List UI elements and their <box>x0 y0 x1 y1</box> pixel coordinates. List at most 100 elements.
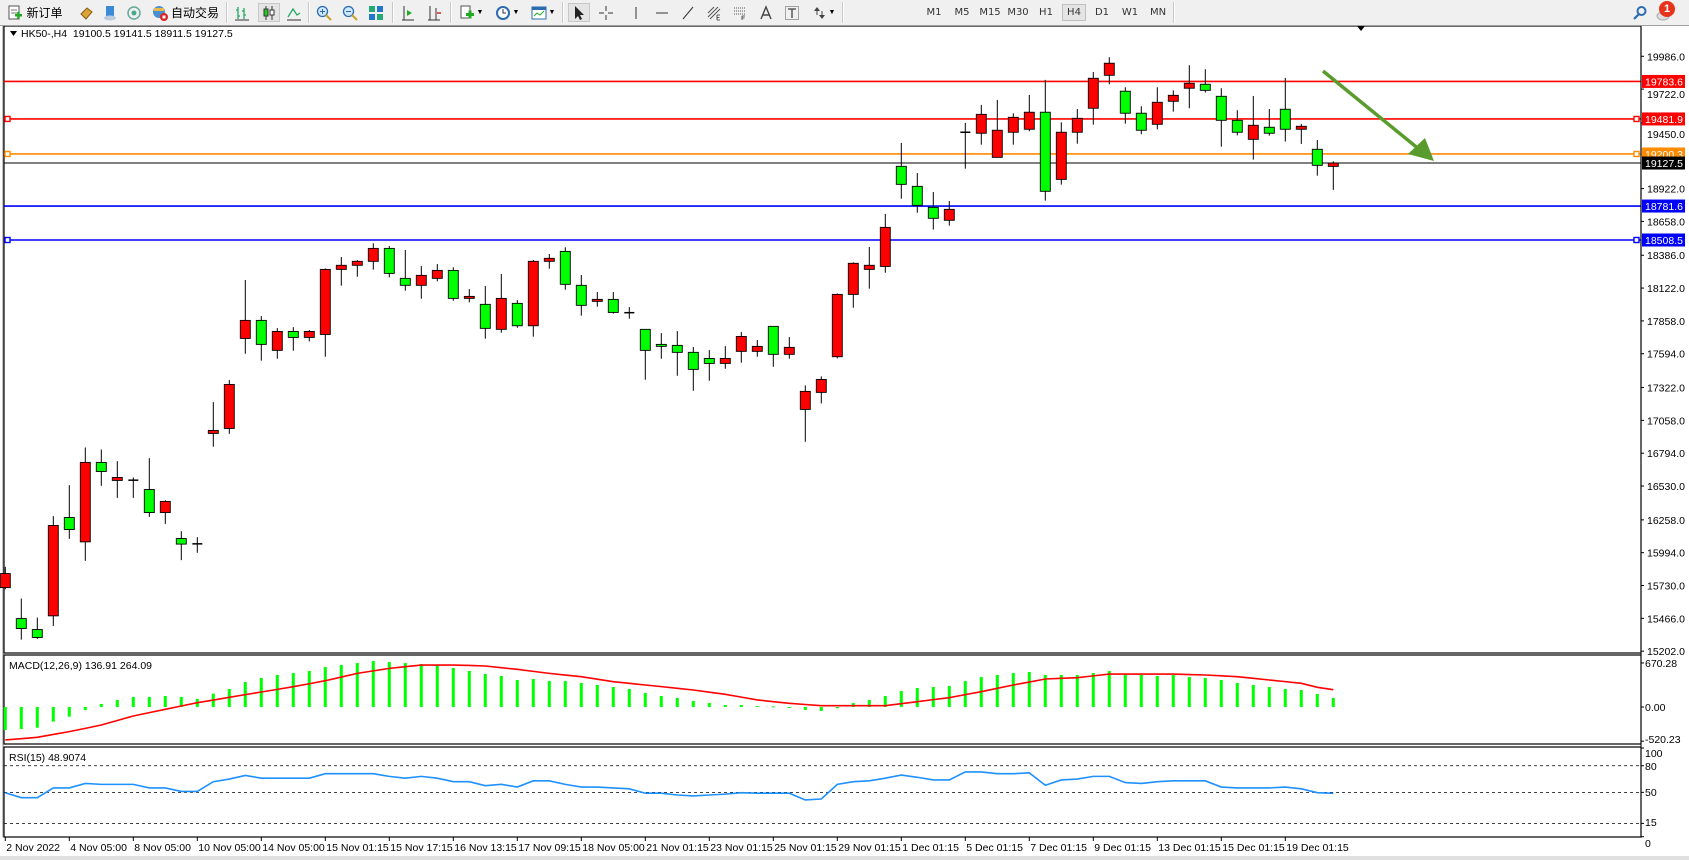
candle <box>367 243 379 270</box>
candle-body-up <box>271 331 283 351</box>
candle-body-up <box>47 524 59 617</box>
horizontal-levels[interactable] <box>4 80 1641 244</box>
candle-body-up <box>239 319 251 339</box>
candle-body-up <box>415 274 427 286</box>
tile-windows-button[interactable] <box>366 3 386 22</box>
time-tick-label: 2 Nov 2022 <box>6 842 60 854</box>
macd-histogram-bar <box>355 663 359 707</box>
candle <box>1311 139 1323 176</box>
candle <box>31 617 43 639</box>
toolbar-separator <box>392 2 394 23</box>
templates-button[interactable]: ▼ <box>528 3 558 22</box>
trend-arrow-shaft[interactable] <box>1321 69 1422 152</box>
macd-pane-frame <box>3 654 1642 745</box>
bar-chart-button[interactable] <box>232 3 252 22</box>
zoom-out-button[interactable] <box>340 3 360 22</box>
timeframe-m5[interactable]: M5 <box>954 7 970 18</box>
arrows-button[interactable]: ▼ <box>808 3 838 22</box>
periods-button[interactable]: ▼ <box>492 3 522 22</box>
candlestick-button[interactable] <box>258 3 280 22</box>
candle-body-down <box>479 303 491 329</box>
zoom-in-button[interactable] <box>314 3 334 22</box>
level-handle-left[interactable] <box>4 115 11 123</box>
macd-tick-label: 0.00 <box>1645 702 1666 714</box>
fibo-fan-button[interactable] <box>730 3 750 22</box>
candle-body-up <box>719 357 731 364</box>
candle-body-up <box>303 331 315 338</box>
timeframe-mn[interactable]: MN <box>1149 7 1167 18</box>
candle <box>1279 77 1291 142</box>
candle-body-down <box>655 343 667 347</box>
candle <box>95 449 107 486</box>
bar-chart-icon <box>235 6 249 20</box>
candle-body-down <box>143 489 155 513</box>
timeframe-w1[interactable]: W1 <box>1121 7 1139 18</box>
time-tick-label: 17 Nov 09:15 <box>518 842 581 854</box>
candle <box>1183 65 1195 109</box>
candle-body-up <box>863 264 875 270</box>
auto-trading-button[interactable]: 自动交易 <box>150 3 220 22</box>
market-watch-button[interactable] <box>76 3 96 22</box>
macd-tick-label: -520.23 <box>1645 734 1681 746</box>
timeframe-d1[interactable]: D1 <box>1094 7 1110 18</box>
rsi-tick-label: 0 <box>1645 838 1651 850</box>
candle <box>1023 94 1035 132</box>
candle-body-up <box>0 573 11 589</box>
new-order-button[interactable]: 新订单 <box>4 3 66 22</box>
candle-body-down <box>687 351 699 370</box>
trendline-button[interactable] <box>678 3 698 22</box>
candle-body-up <box>207 429 219 434</box>
level-handle-right[interactable] <box>1633 150 1640 158</box>
candle-body-up <box>1055 131 1067 180</box>
crosshair-button[interactable] <box>596 3 616 22</box>
text-label-button[interactable] <box>782 3 802 22</box>
autoscroll-button[interactable] <box>424 3 444 22</box>
candle <box>655 333 667 359</box>
rsi-line <box>5 771 1334 801</box>
macd-histogram-bar <box>387 662 391 707</box>
macd-histogram-bar <box>787 707 791 708</box>
candle-body-down <box>895 165 907 185</box>
fibonacci-button[interactable] <box>704 3 724 22</box>
candle-body-down <box>607 298 619 313</box>
text-button[interactable] <box>756 3 776 22</box>
signals-button[interactable] <box>124 3 144 22</box>
level-handle-right[interactable] <box>1633 236 1640 244</box>
horizontal-line-button[interactable] <box>652 3 672 22</box>
candle <box>1215 88 1227 147</box>
vertical-line-button[interactable] <box>626 3 646 22</box>
trendline-icon <box>682 6 694 19</box>
rsi-label: RSI(15) 48.9074 <box>9 752 86 764</box>
level-handle-left[interactable] <box>4 236 11 244</box>
macd-histogram-bar <box>1235 683 1239 707</box>
toolbar-separator <box>308 2 310 23</box>
search-button[interactable] <box>1630 3 1650 22</box>
level-price-label: 19481.9 <box>1645 114 1683 126</box>
timeframe-h1[interactable]: H1 <box>1039 7 1053 18</box>
macd-histogram-bar <box>1107 670 1111 707</box>
candle-body-down <box>255 319 267 345</box>
indicators-button[interactable]: ▼ <box>456 3 486 22</box>
timeframe-m15[interactable]: M15 <box>979 7 1001 18</box>
level-handle-left[interactable] <box>4 150 11 158</box>
candle <box>351 260 363 277</box>
cursor-button[interactable] <box>568 3 590 22</box>
candle-body-down <box>399 277 411 286</box>
trend-arrow[interactable] <box>1321 69 1434 161</box>
toolbar: 新订单 自动交易 ▼ ▼ ▼ ▼ M1 M5 M15 M30 H1 H4 D1 W1 MN 1 <box>0 0 1689 26</box>
chart-menu-triangle-icon[interactable] <box>10 31 17 36</box>
timeframe-m30[interactable]: M30 <box>1007 7 1029 18</box>
line-chart-button[interactable] <box>284 3 304 22</box>
trend-arrow-head[interactable] <box>1408 138 1434 161</box>
level-handle-right[interactable] <box>1633 115 1640 123</box>
data-window-button[interactable] <box>100 3 120 22</box>
timeframe-m1[interactable]: M1 <box>926 7 942 18</box>
macd-pane <box>3 661 1335 741</box>
macd-histogram-bar <box>83 707 87 711</box>
candle-body-up <box>735 335 747 352</box>
main-pane <box>3 25 1642 654</box>
chart-shift-marker-icon[interactable] <box>1357 26 1365 31</box>
chart-shift-button[interactable] <box>398 3 418 22</box>
timeframe-h4[interactable]: H4 <box>1062 4 1086 21</box>
